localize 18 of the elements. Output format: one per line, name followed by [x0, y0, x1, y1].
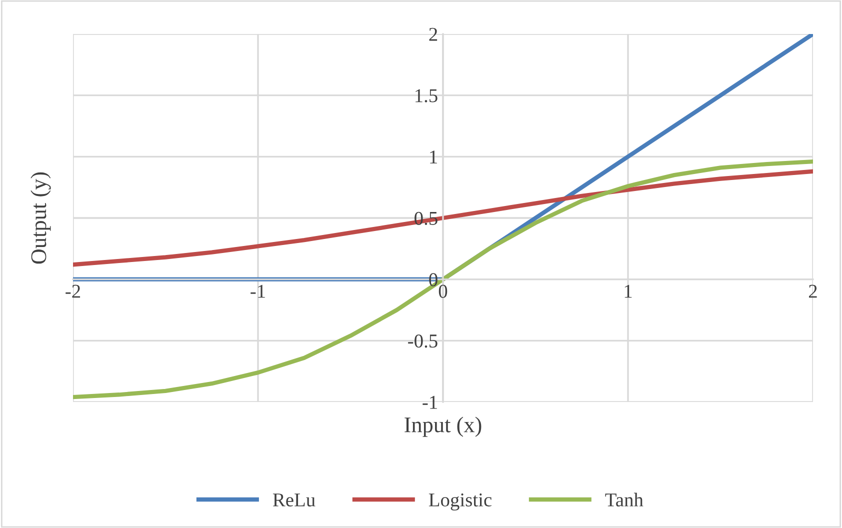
legend-label: Logistic: [428, 493, 492, 510]
legend-label: Tanh: [605, 492, 644, 506]
x-tick-label: 2: [808, 284, 817, 298]
x-tick-label: -2: [66, 284, 80, 298]
legend-label: ReLu: [272, 494, 316, 506]
line-series: [73, 169, 813, 267]
y-axis-title: Output (y): [30, 172, 51, 264]
y-tick-label: -1: [422, 396, 437, 409]
y-tick-label: 1: [430, 150, 437, 164]
x-tick-label: -1: [250, 284, 265, 298]
x-axis-title: Input (x): [404, 416, 482, 437]
y-tick-label: 0.5: [414, 212, 438, 226]
y-tick-label: -0.5: [408, 334, 438, 348]
x-tick-label: 0: [438, 284, 448, 298]
y-tick-label: 1.5: [416, 89, 438, 102]
x-tick-label: 1: [624, 284, 632, 298]
y-tick-label: 2: [429, 28, 438, 41]
y-tick-label: 0: [429, 273, 438, 286]
